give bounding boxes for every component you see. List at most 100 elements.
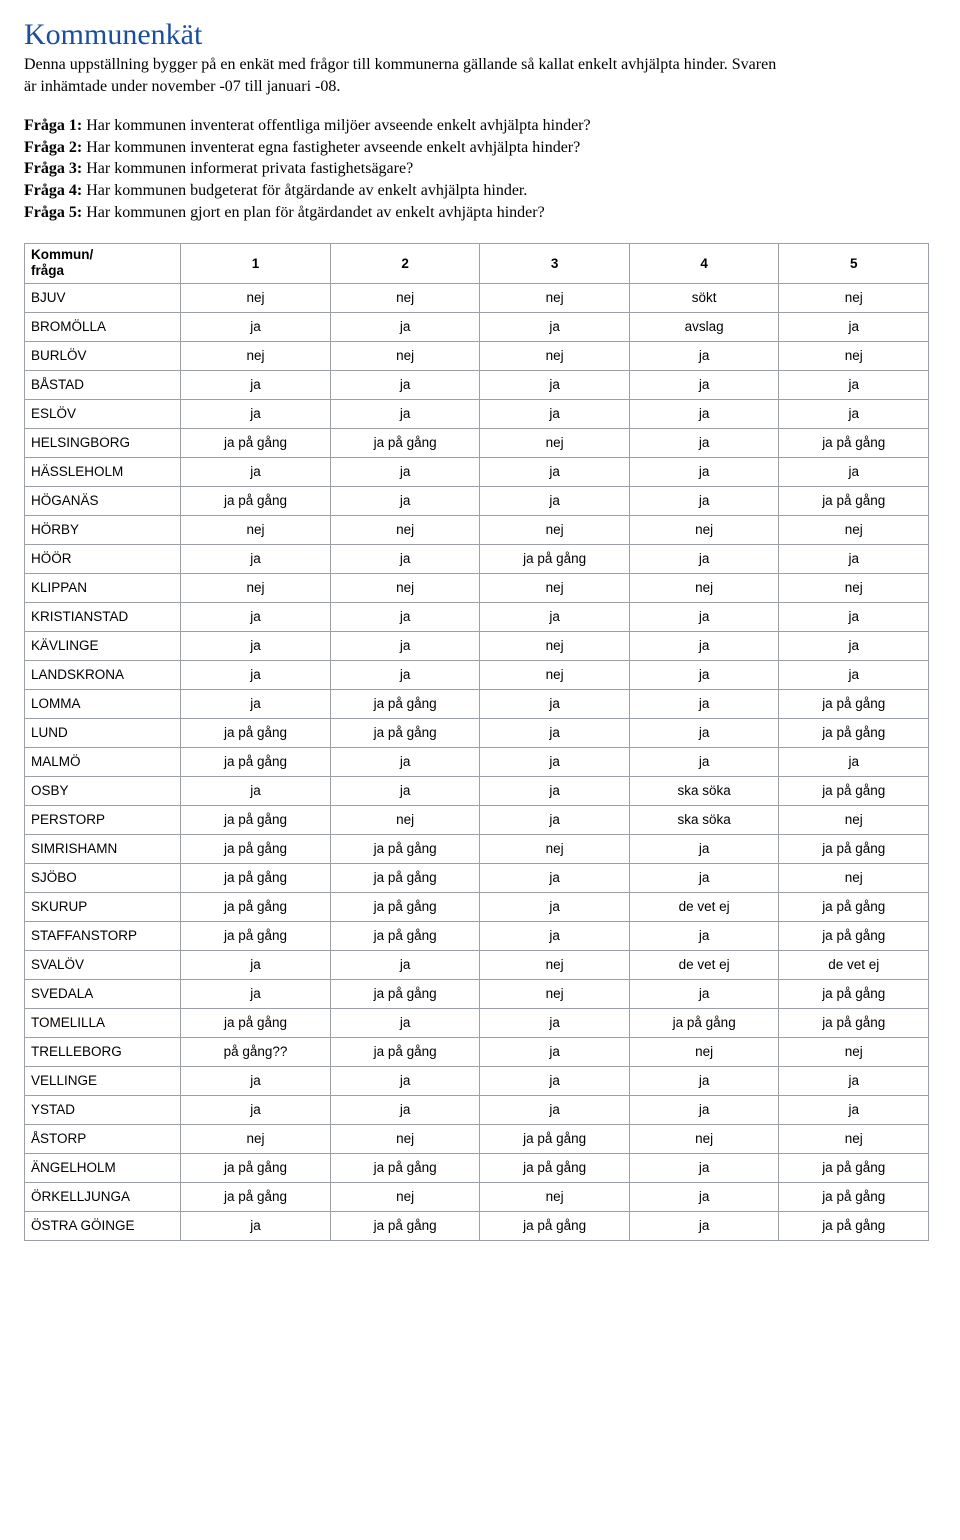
value-cell: nej <box>629 515 779 544</box>
value-cell: ja på gång <box>330 863 480 892</box>
kommun-cell: ÖSTRA GÖINGE <box>25 1211 181 1240</box>
value-cell: nej <box>181 573 331 602</box>
kommun-cell: BURLÖV <box>25 341 181 370</box>
value-cell: ja <box>181 457 331 486</box>
question-text: Har kommunen inventerat offentliga miljö… <box>82 117 590 134</box>
question-text: Har kommunen gjort en plan för åtgärdand… <box>82 204 545 221</box>
table-row: HÖÖRjajaja på gångjaja <box>25 544 929 573</box>
table-row: STAFFANSTORPja på gångja på gångjajaja p… <box>25 921 929 950</box>
value-cell: ja på gång <box>779 1182 929 1211</box>
value-cell: ja <box>181 1066 331 1095</box>
value-cell: nej <box>181 283 331 312</box>
value-cell: ja på gång <box>480 1153 630 1182</box>
value-cell: ja på gång <box>330 428 480 457</box>
value-cell: ja <box>330 457 480 486</box>
question-label: Fråga 2: <box>24 139 82 156</box>
table-row: ÅSTORPnejnejja på gångnejnej <box>25 1124 929 1153</box>
question-text: Har kommunen budgeterat för åtgärdande a… <box>82 182 527 199</box>
value-cell: nej <box>330 1124 480 1153</box>
value-cell: ja <box>330 776 480 805</box>
value-cell: ja på gång <box>480 1211 630 1240</box>
value-cell: ja <box>629 863 779 892</box>
value-cell: ja på gång <box>330 834 480 863</box>
value-cell: nej <box>330 1182 480 1211</box>
value-cell: ja <box>330 1095 480 1124</box>
value-cell: ja <box>629 631 779 660</box>
kommun-cell: KÄVLINGE <box>25 631 181 660</box>
question-5: Fråga 5: Har kommunen gjort en plan för … <box>24 202 844 224</box>
value-cell: ja <box>629 428 779 457</box>
table-row: TRELLEBORGpå gång??ja på gångjanejnej <box>25 1037 929 1066</box>
kommun-cell: LANDSKRONA <box>25 660 181 689</box>
kommun-cell: HÖÖR <box>25 544 181 573</box>
value-cell: ja <box>330 1066 480 1095</box>
question-text: Har kommunen informerat privata fastighe… <box>82 160 413 177</box>
value-cell: ja <box>330 1008 480 1037</box>
table-row: BJUVnejnejnejsöktnej <box>25 283 929 312</box>
table-row: ÖSTRA GÖINGEjaja på gångja på gångjaja p… <box>25 1211 929 1240</box>
value-cell: ja <box>330 660 480 689</box>
table-row: SVEDALAjaja på gångnejjaja på gång <box>25 979 929 1008</box>
value-cell: ja på gång <box>181 428 331 457</box>
value-cell: ja på gång <box>779 1211 929 1240</box>
table-row: LANDSKRONAjajanejjaja <box>25 660 929 689</box>
header-col-5: 5 <box>779 244 929 283</box>
header-col-2: 2 <box>330 244 480 283</box>
value-cell: nej <box>480 834 630 863</box>
value-cell: ja <box>181 1211 331 1240</box>
kommun-cell: OSBY <box>25 776 181 805</box>
value-cell: nej <box>480 341 630 370</box>
header-col-1: 1 <box>181 244 331 283</box>
value-cell: ja <box>480 370 630 399</box>
value-cell: de vet ej <box>629 892 779 921</box>
kommun-cell: KRISTIANSTAD <box>25 602 181 631</box>
value-cell: ja på gång <box>181 805 331 834</box>
value-cell: ja <box>480 747 630 776</box>
table-row: SKURUPja på gångja på gångjade vet ejja … <box>25 892 929 921</box>
value-cell: ja <box>629 979 779 1008</box>
value-cell: nej <box>779 515 929 544</box>
value-cell: ja på gång <box>181 1153 331 1182</box>
value-cell: ja <box>779 1095 929 1124</box>
value-cell: ja <box>629 747 779 776</box>
value-cell: ja på gång <box>330 1211 480 1240</box>
value-cell: ja <box>181 544 331 573</box>
value-cell: nej <box>480 950 630 979</box>
value-cell: ja <box>480 1095 630 1124</box>
kommun-cell: VELLINGE <box>25 1066 181 1095</box>
value-cell: de vet ej <box>779 950 929 979</box>
kommun-cell: SIMRISHAMN <box>25 834 181 863</box>
value-cell: sökt <box>629 283 779 312</box>
value-cell: ja på gång <box>779 921 929 950</box>
value-cell: ja <box>629 544 779 573</box>
value-cell: ja <box>629 689 779 718</box>
value-cell: nej <box>330 805 480 834</box>
value-cell: nej <box>330 341 480 370</box>
kommun-cell: HÄSSLEHOLM <box>25 457 181 486</box>
question-label: Fråga 3: <box>24 160 82 177</box>
value-cell: ja <box>181 979 331 1008</box>
kommun-cell: ESLÖV <box>25 399 181 428</box>
value-cell: ja <box>779 544 929 573</box>
table-row: VELLINGEjajajajaja <box>25 1066 929 1095</box>
value-cell: ja <box>779 457 929 486</box>
value-cell: nej <box>480 428 630 457</box>
kommun-cell: KLIPPAN <box>25 573 181 602</box>
value-cell: ja <box>181 776 331 805</box>
question-label: Fråga 1: <box>24 117 82 134</box>
value-cell: ja <box>480 921 630 950</box>
table-row: HÄSSLEHOLMjajajajaja <box>25 457 929 486</box>
value-cell: ja på gång <box>779 834 929 863</box>
value-cell: ja <box>629 1066 779 1095</box>
kommun-cell: HÖGANÄS <box>25 486 181 515</box>
value-cell: ja <box>480 776 630 805</box>
value-cell: nej <box>181 341 331 370</box>
value-cell: nej <box>779 805 929 834</box>
value-cell: ja på gång <box>181 921 331 950</box>
value-cell: nej <box>629 573 779 602</box>
value-cell: ja på gång <box>779 1153 929 1182</box>
table-row: BROMÖLLAjajajaavslagja <box>25 312 929 341</box>
kommun-cell: BÅSTAD <box>25 370 181 399</box>
value-cell: ja på gång <box>330 1037 480 1066</box>
table-row: KLIPPANnejnejnejnejnej <box>25 573 929 602</box>
